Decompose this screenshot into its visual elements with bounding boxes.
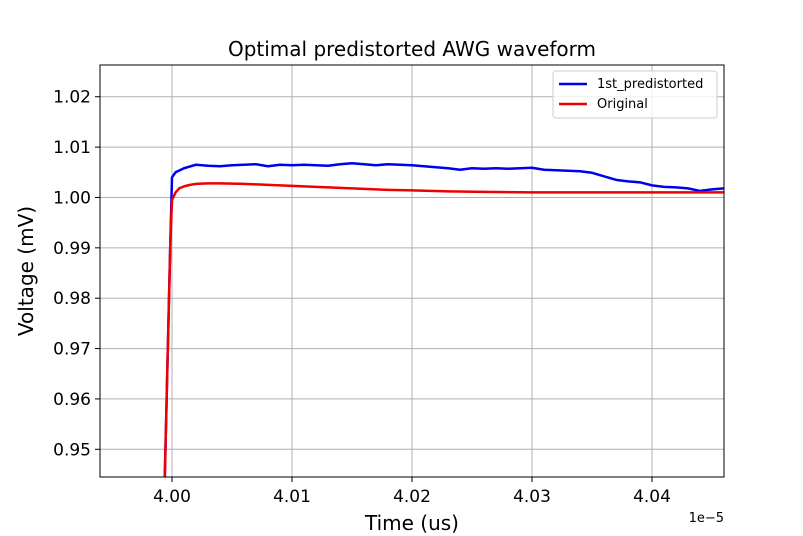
legend-box — [552, 70, 718, 119]
y-tick-label: 1.02 — [53, 88, 91, 108]
chart-title: Optimal predistorted AWG waveform — [228, 37, 596, 61]
legend-label-1st-predistorted: 1st_predistorted — [597, 77, 703, 92]
series-line-1st-predistorted — [163, 161, 724, 477]
x-tick-label: 4.03 — [513, 487, 551, 507]
grid — [100, 65, 724, 477]
x-offset-label: 1e−5 — [689, 511, 724, 526]
y-tick-label: 0.98 — [53, 289, 91, 309]
legend-label-original: Original — [597, 97, 648, 112]
legend: 1st_predistorted Original — [552, 70, 718, 119]
y-tick-label: 0.99 — [53, 239, 91, 259]
x-tick-label: 4.01 — [273, 487, 311, 507]
x-axis-title: Time (us) — [364, 511, 459, 535]
y-tick-label: 0.95 — [53, 440, 91, 460]
series-line-original — [163, 182, 724, 477]
x-tick-label: 4.00 — [153, 487, 191, 507]
y-tick-label: 0.96 — [53, 390, 91, 410]
y-tick-label: 0.97 — [53, 340, 91, 360]
x-tick-label: 4.02 — [393, 487, 431, 507]
ticks: 4.00 4.01 4.02 4.03 4.04 0.95 0.96 0.97 0.98 0.99… — [53, 88, 671, 507]
y-axis-title: Voltage (mV) — [14, 206, 38, 336]
y-tick-label: 1.00 — [53, 188, 91, 208]
y-tick-label: 1.01 — [53, 138, 91, 158]
series-layer — [163, 161, 724, 477]
x-tick-label: 4.04 — [633, 487, 671, 507]
